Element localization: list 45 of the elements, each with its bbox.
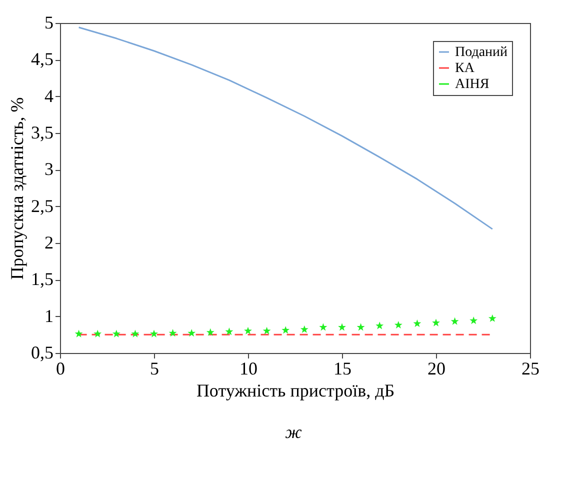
x-tick-label: 20 xyxy=(428,358,446,378)
point xyxy=(470,316,478,324)
y-tick-label: 1 xyxy=(44,306,54,326)
x-tick-label: 5 xyxy=(150,358,159,378)
point xyxy=(188,329,196,337)
y-tick-label: 3 xyxy=(44,159,54,180)
y-tick-label: 4,5 xyxy=(31,49,54,70)
point xyxy=(394,320,402,329)
legend-label: АІНЯ xyxy=(455,77,490,92)
y-tick-label: 0,5 xyxy=(31,342,54,362)
point xyxy=(112,330,120,338)
point xyxy=(319,323,328,331)
x-tick-label: 25 xyxy=(522,358,540,378)
point xyxy=(413,319,422,328)
y-tick-label: 2,5 xyxy=(31,196,54,216)
x-tick-label: 0 xyxy=(56,358,65,378)
point xyxy=(206,328,214,336)
y-axis-title: Пропускна здатність, % xyxy=(7,97,27,280)
point xyxy=(338,323,346,331)
point xyxy=(225,328,234,336)
point xyxy=(300,325,308,333)
point xyxy=(168,329,177,337)
point xyxy=(450,317,459,325)
point xyxy=(244,326,252,334)
y-tick-label: 1,5 xyxy=(31,269,54,290)
point xyxy=(131,330,140,338)
y-tick-label: 4 xyxy=(44,86,54,106)
point xyxy=(488,314,496,322)
y-tick-label: 3,5 xyxy=(31,122,54,142)
point xyxy=(150,330,158,338)
point xyxy=(376,322,384,330)
point xyxy=(282,326,290,334)
x-tick-label: 15 xyxy=(334,358,352,378)
point xyxy=(356,323,365,331)
point xyxy=(94,330,102,338)
point xyxy=(262,326,271,334)
legend-label: КА xyxy=(455,61,476,76)
point xyxy=(74,330,83,338)
y-tick-label: 2 xyxy=(44,232,54,252)
point xyxy=(432,318,440,326)
y-tick-label: 5 xyxy=(44,12,54,32)
text: ж xyxy=(284,422,303,443)
x-axis-title: Потужність пристроїв, дБ xyxy=(196,380,395,400)
legend-label: Поданий xyxy=(455,45,508,60)
x-tick-label: 10 xyxy=(240,358,258,378)
